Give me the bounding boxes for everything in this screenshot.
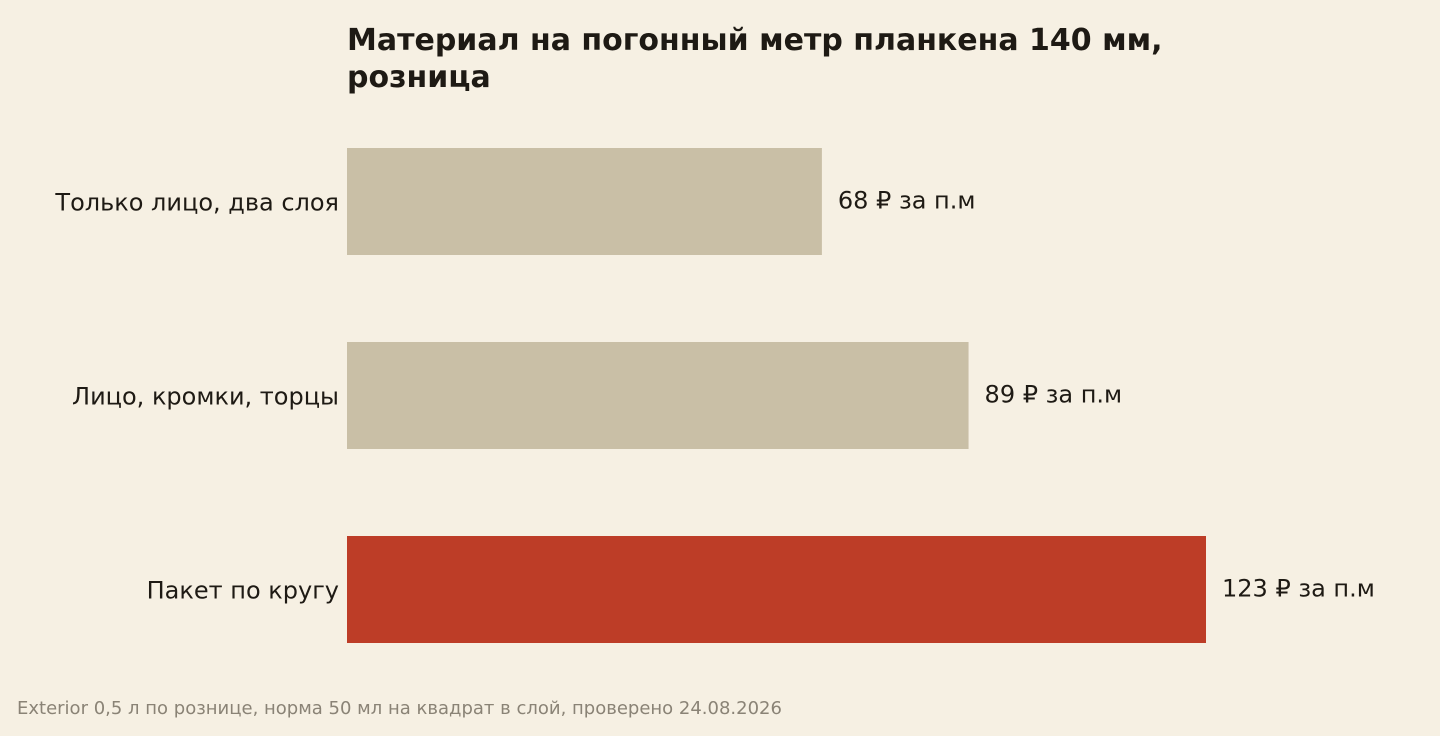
bars	[347, 148, 1206, 643]
bar	[347, 342, 969, 449]
chart-footnote: Exterior 0,5 л по рознице, норма 50 мл н…	[17, 698, 782, 719]
value-label: 68 ₽ за п.м	[838, 187, 976, 215]
chart-title: Материал на погонный метр планкена 140 м…	[347, 23, 1163, 95]
chart-title-line: розница	[347, 60, 491, 95]
category-label: Пакет по кругу	[147, 577, 339, 605]
bar	[347, 148, 822, 255]
chart-title-line: Материал на погонный метр планкена 140 м…	[347, 23, 1163, 58]
value-label: 89 ₽ за п.м	[985, 381, 1123, 409]
value-label: 123 ₽ за п.м	[1222, 575, 1375, 603]
value-labels: 68 ₽ за п.м 89 ₽ за п.м 123 ₽ за п.м	[838, 187, 1375, 603]
category-labels: Только лицо, два слоя Лицо, кромки, торцы…	[54, 189, 339, 605]
bar	[347, 536, 1206, 643]
category-label: Лицо, кромки, торцы	[72, 383, 339, 411]
category-label: Только лицо, два слоя	[54, 189, 339, 217]
